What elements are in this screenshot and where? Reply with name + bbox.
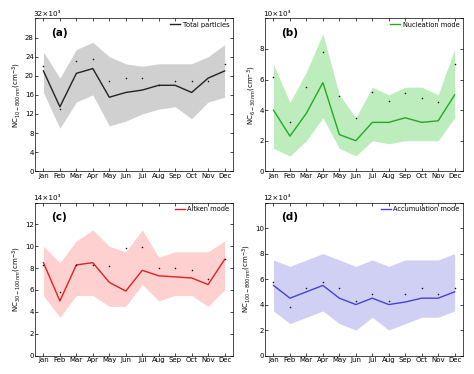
Point: [138, 245, 146, 251]
Point: [155, 265, 163, 271]
Point: [302, 285, 310, 291]
Point: [434, 291, 442, 297]
Text: 10×10³: 10×10³: [263, 11, 291, 17]
Point: [451, 285, 458, 291]
Text: 12×10³: 12×10³: [263, 195, 291, 201]
Point: [434, 99, 442, 105]
Point: [155, 82, 163, 88]
Point: [336, 285, 343, 291]
Point: [56, 289, 64, 295]
Point: [172, 77, 179, 83]
Legend: Accumulation mode: Accumulation mode: [379, 205, 461, 213]
Point: [368, 89, 376, 95]
Point: [352, 298, 360, 304]
Y-axis label: NC$_{6-30\,nm}$(cm$^{-3}$): NC$_{6-30\,nm}$(cm$^{-3}$): [246, 65, 258, 125]
Point: [385, 98, 392, 104]
Legend: Total particles: Total particles: [169, 21, 231, 29]
Point: [89, 262, 97, 268]
Point: [286, 119, 294, 125]
Point: [106, 263, 113, 269]
Point: [270, 74, 277, 80]
Point: [385, 298, 392, 304]
Point: [368, 291, 376, 297]
Point: [418, 95, 426, 101]
Point: [221, 257, 228, 263]
Point: [188, 267, 195, 273]
Point: [401, 291, 409, 297]
Point: [40, 262, 47, 268]
Point: [336, 94, 343, 99]
Point: [204, 276, 212, 282]
Point: [138, 75, 146, 81]
Text: (a): (a): [51, 28, 68, 38]
Legend: Aitken mode: Aitken mode: [173, 205, 231, 213]
Point: [40, 63, 47, 69]
Point: [401, 91, 409, 96]
Point: [122, 245, 129, 251]
Text: 14×10³: 14×10³: [33, 195, 61, 201]
Point: [73, 262, 80, 268]
Text: (d): (d): [281, 212, 298, 222]
Point: [122, 75, 129, 81]
Point: [204, 77, 212, 83]
Point: [418, 285, 426, 291]
Point: [270, 279, 277, 285]
Point: [319, 279, 327, 285]
Text: (b): (b): [281, 28, 298, 38]
Point: [286, 304, 294, 310]
Point: [352, 115, 360, 121]
Point: [451, 61, 458, 67]
Point: [106, 77, 113, 83]
Y-axis label: NC$_{10-800\,nm}$(cm$^{-3}$): NC$_{10-800\,nm}$(cm$^{-3}$): [11, 62, 23, 128]
Point: [302, 84, 310, 90]
Text: 32×10³: 32×10³: [33, 11, 61, 17]
Point: [188, 77, 195, 83]
Point: [221, 61, 228, 67]
Point: [89, 56, 97, 62]
Point: [172, 265, 179, 271]
Text: (c): (c): [51, 212, 67, 222]
Y-axis label: NC$_{30-100\,nm}$(cm$^{-3}$): NC$_{30-100\,nm}$(cm$^{-3}$): [11, 246, 23, 312]
Legend: Nucleation mode: Nucleation mode: [389, 21, 461, 29]
Y-axis label: NC$_{100-800\,nm}$(cm$^{-3}$): NC$_{100-800\,nm}$(cm$^{-3}$): [241, 245, 254, 313]
Point: [319, 49, 327, 55]
Point: [56, 106, 64, 112]
Point: [73, 58, 80, 64]
